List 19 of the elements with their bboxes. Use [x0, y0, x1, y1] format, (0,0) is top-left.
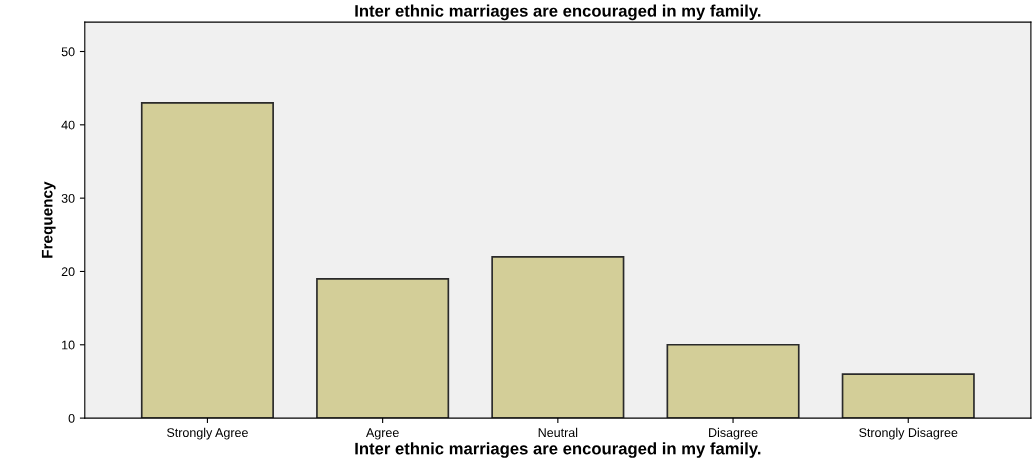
y-tick-label: 0 — [68, 413, 75, 423]
bar — [316, 277, 450, 419]
bar — [491, 255, 625, 419]
y-tick-label: 30 — [61, 193, 75, 203]
x-tick-label: Agree — [365, 428, 399, 440]
x-tick-label: Neutral — [538, 427, 578, 438]
y-tick-label: 40 — [61, 120, 75, 130]
y-axis-title: Frequency — [41, 181, 56, 258]
x-axis-title: Inter ethnic marriages are encouraged in my family. — [355, 442, 761, 458]
x-tick-label: Disagree — [709, 427, 758, 440]
bar — [841, 373, 975, 419]
x-tick-label: Strongly Disagree — [859, 427, 958, 440]
y-tick-label: 20 — [61, 267, 75, 277]
y-tick-label: 10 — [62, 340, 75, 350]
bar — [666, 343, 800, 419]
y-tick-label: 50 — [61, 47, 75, 57]
bar — [140, 101, 274, 419]
x-tick-label: Strongly Agree — [167, 427, 248, 440]
chart-title: Inter ethnic marriages are encouraged in my family. — [355, 4, 761, 21]
